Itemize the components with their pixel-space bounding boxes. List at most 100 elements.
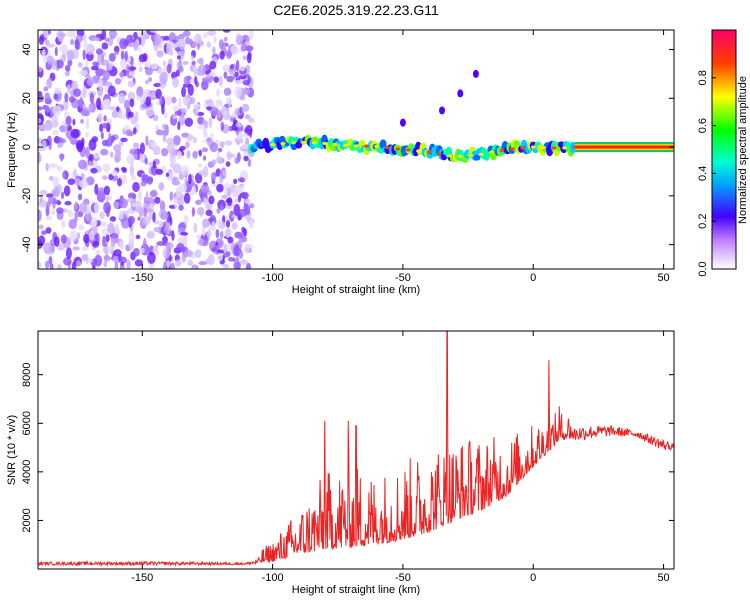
- noise-blob: [170, 157, 177, 167]
- noise-blob: [181, 252, 187, 263]
- noise-blob: [241, 226, 246, 233]
- noise-blob: [118, 140, 124, 147]
- noise-blob: [185, 141, 190, 149]
- x-tick-label: -100: [262, 572, 284, 584]
- noise-blob: [233, 261, 241, 269]
- noise-blob: [226, 196, 233, 206]
- signal-peak: [311, 141, 317, 145]
- noise-blob: [238, 74, 247, 80]
- noise-blob: [81, 254, 88, 261]
- noise-blob: [45, 227, 52, 234]
- noise-blob: [211, 247, 216, 252]
- noise-blob: [217, 249, 225, 254]
- noise-blob: [41, 139, 47, 150]
- noise-blob: [224, 186, 228, 198]
- signal-peak: [374, 144, 380, 148]
- y-tick-label: 2000: [21, 508, 33, 532]
- noise-blob: [132, 142, 140, 149]
- noise-blob: [94, 249, 101, 256]
- noise-blob: [104, 84, 108, 92]
- noise-blob: [45, 162, 49, 172]
- noise-blob: [102, 70, 110, 81]
- signal-peak: [290, 141, 296, 145]
- noise-blob: [183, 214, 189, 224]
- noise-blob: [56, 165, 63, 172]
- noise-blob: [243, 243, 251, 254]
- noise-blob: [38, 224, 44, 230]
- snr-xlabel: Height of straight line (km): [292, 584, 420, 596]
- noise-blob: [145, 135, 149, 146]
- y-tick-label: 6000: [21, 411, 33, 435]
- noise-blob: [154, 220, 160, 225]
- noise-blob: [44, 39, 50, 45]
- noise-blob: [38, 66, 43, 73]
- colorbar-tick-label: 0.4: [697, 166, 709, 181]
- noise-blob: [239, 259, 248, 265]
- noise-blob: [65, 115, 72, 126]
- noise-blob: [146, 176, 154, 185]
- noise-blob: [104, 37, 110, 42]
- noise-blob: [226, 97, 231, 104]
- noise-blob: [176, 151, 183, 160]
- noise-blob: [38, 235, 46, 246]
- noise-blob: [200, 184, 210, 195]
- noise-blob: [45, 106, 51, 113]
- noise-blob: [222, 263, 230, 269]
- noise-blob: [145, 96, 152, 107]
- noise-blob: [118, 256, 127, 264]
- noise-blob: [85, 117, 90, 130]
- noise-blob: [71, 261, 76, 269]
- noise-blob: [184, 249, 193, 258]
- noise-blob: [242, 103, 250, 112]
- noise-blob: [166, 241, 174, 250]
- noise-blob: [99, 123, 104, 133]
- noise-blob: [232, 186, 240, 197]
- noise-blob: [40, 230, 47, 235]
- noise-blob: [105, 196, 110, 202]
- signal-peak: [343, 143, 349, 147]
- y-tick-label: 0: [21, 144, 33, 150]
- noise-blob: [154, 196, 161, 204]
- noise-blob: [38, 199, 47, 208]
- noise-blob: [188, 173, 192, 185]
- noise-blob: [196, 124, 205, 130]
- noise-blob: [50, 119, 59, 128]
- noise-blob: [201, 225, 206, 237]
- noise-blob: [223, 243, 227, 254]
- noise-blob: [64, 123, 68, 134]
- noise-blob: [204, 99, 213, 105]
- noise-blob: [100, 148, 109, 156]
- noise-blob: [92, 240, 100, 248]
- noise-blob: [231, 200, 235, 208]
- noise-blob: [142, 237, 147, 250]
- noise-blob: [228, 256, 234, 262]
- noise-blob: [89, 92, 95, 104]
- noise-blob: [224, 140, 233, 146]
- noise-blob: [163, 224, 171, 235]
- noise-blob: [144, 208, 154, 213]
- noise-blob: [111, 170, 118, 177]
- noise-blob: [238, 238, 243, 249]
- noise-blob: [95, 97, 102, 110]
- noise-blob: [183, 192, 191, 204]
- noise-blob: [118, 113, 126, 120]
- noise-blob: [108, 173, 114, 181]
- noise-blob: [235, 122, 243, 128]
- noise-blob: [243, 155, 249, 162]
- noise-blob: [113, 45, 120, 54]
- noise-blob: [56, 263, 62, 269]
- signal-peak: [395, 147, 401, 151]
- noise-blob: [101, 59, 110, 66]
- noise-blob: [153, 44, 159, 52]
- noise-blob: [178, 204, 184, 211]
- noise-blob: [80, 109, 90, 117]
- noise-blob: [38, 106, 43, 111]
- noise-blob: [94, 183, 99, 196]
- snr-series-line: [38, 331, 674, 567]
- noise-blob: [198, 149, 202, 157]
- noise-blob: [126, 154, 135, 165]
- noise-blob: [63, 100, 69, 111]
- noise-blob: [192, 150, 198, 159]
- noise-blob: [129, 164, 135, 177]
